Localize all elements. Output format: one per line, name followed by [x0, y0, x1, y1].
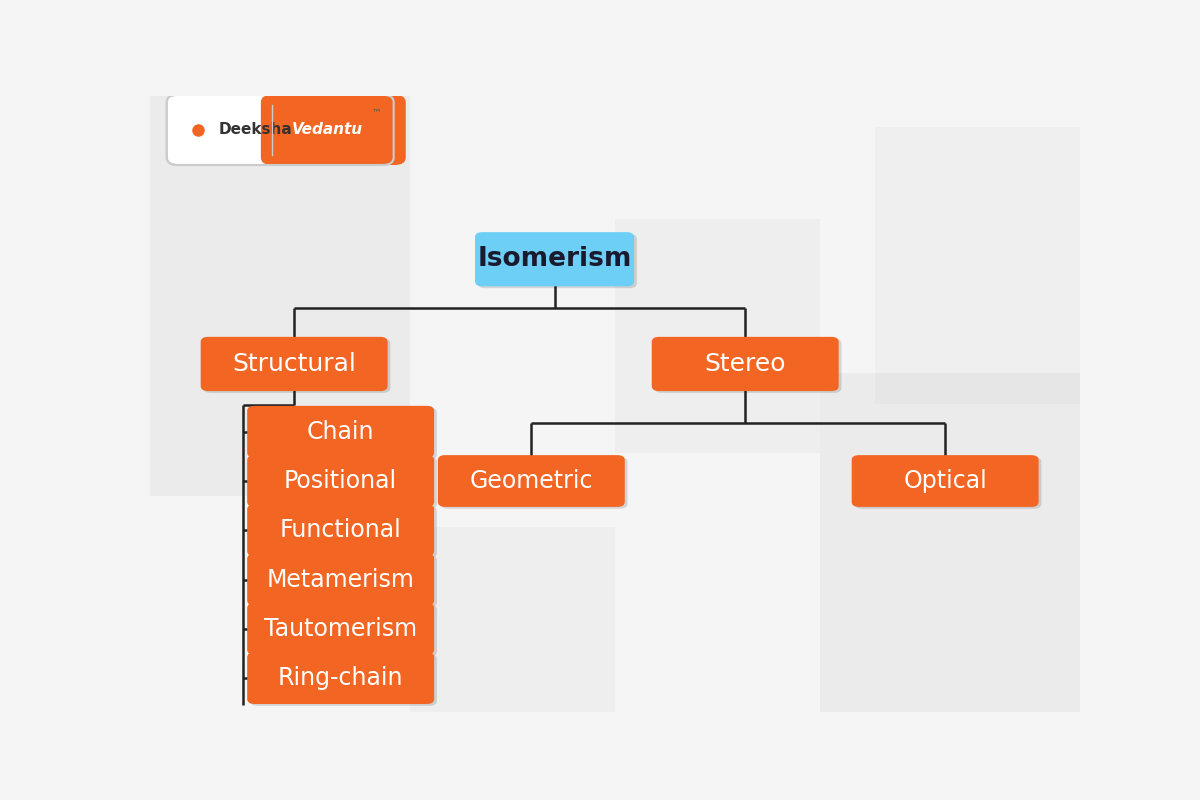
- FancyBboxPatch shape: [250, 506, 437, 558]
- FancyBboxPatch shape: [204, 338, 390, 393]
- FancyBboxPatch shape: [247, 652, 434, 704]
- FancyBboxPatch shape: [200, 337, 388, 391]
- FancyBboxPatch shape: [616, 219, 820, 454]
- FancyBboxPatch shape: [652, 337, 839, 391]
- FancyBboxPatch shape: [150, 96, 410, 496]
- FancyBboxPatch shape: [250, 654, 437, 706]
- Text: ™: ™: [372, 107, 382, 117]
- FancyBboxPatch shape: [440, 457, 628, 509]
- FancyBboxPatch shape: [167, 94, 394, 165]
- FancyBboxPatch shape: [247, 603, 434, 654]
- Text: Vedantu: Vedantu: [292, 122, 362, 138]
- Text: Optical: Optical: [904, 469, 988, 493]
- Text: Structural: Structural: [233, 352, 356, 376]
- FancyBboxPatch shape: [250, 605, 437, 657]
- FancyBboxPatch shape: [876, 127, 1080, 404]
- FancyBboxPatch shape: [438, 455, 625, 507]
- FancyBboxPatch shape: [247, 505, 434, 556]
- Text: Functional: Functional: [280, 518, 402, 542]
- Text: Metamerism: Metamerism: [266, 567, 414, 591]
- Text: Ring-chain: Ring-chain: [278, 666, 403, 690]
- FancyBboxPatch shape: [247, 455, 434, 507]
- FancyBboxPatch shape: [410, 527, 616, 712]
- Text: Tautomerism: Tautomerism: [264, 617, 418, 641]
- Text: Deeksha: Deeksha: [218, 122, 293, 138]
- FancyBboxPatch shape: [260, 94, 406, 165]
- FancyBboxPatch shape: [250, 457, 437, 509]
- FancyBboxPatch shape: [654, 338, 841, 393]
- FancyBboxPatch shape: [820, 373, 1080, 712]
- FancyBboxPatch shape: [475, 232, 634, 286]
- FancyBboxPatch shape: [250, 555, 437, 607]
- FancyBboxPatch shape: [478, 234, 637, 288]
- FancyBboxPatch shape: [854, 457, 1042, 509]
- Text: Stereo: Stereo: [704, 352, 786, 376]
- FancyBboxPatch shape: [247, 554, 434, 606]
- FancyBboxPatch shape: [250, 408, 437, 459]
- Text: Geometric: Geometric: [469, 469, 593, 493]
- Text: Positional: Positional: [284, 469, 397, 493]
- FancyBboxPatch shape: [247, 406, 434, 458]
- FancyBboxPatch shape: [852, 455, 1039, 507]
- Text: Isomerism: Isomerism: [478, 246, 631, 272]
- Text: Chain: Chain: [307, 420, 374, 444]
